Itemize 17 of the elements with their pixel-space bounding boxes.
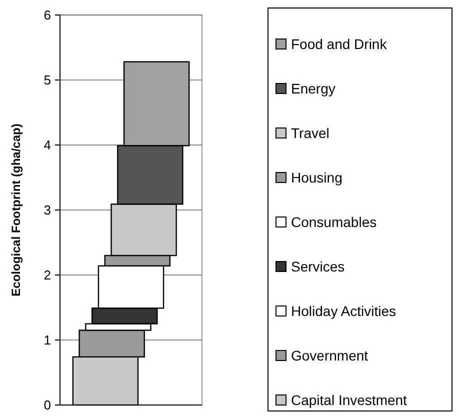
y-axis-title: Ecological Footprint (gha/cap) bbox=[9, 124, 23, 296]
y-tick-label: 3 bbox=[44, 202, 51, 218]
legend-label: Capital Investment bbox=[291, 392, 408, 408]
legend-label: Housing bbox=[291, 169, 342, 186]
legend-label: Government bbox=[291, 347, 368, 364]
legend-label: Consumables bbox=[291, 214, 377, 230]
legend-label: Holiday Activities bbox=[291, 302, 396, 319]
y-tick-label: 6 bbox=[44, 8, 51, 23]
legend-label: Food and Drink bbox=[291, 36, 388, 52]
y-tick-label: 4 bbox=[44, 138, 51, 153]
y-tick-label: 0 bbox=[44, 398, 51, 413]
y-tick-label: 1 bbox=[44, 332, 51, 348]
legend-label: Services bbox=[291, 258, 345, 274]
y-tick-label: 2 bbox=[44, 268, 51, 283]
legend-label: Travel bbox=[291, 124, 330, 141]
y-tick-label: 5 bbox=[44, 72, 51, 88]
legend-label: Energy bbox=[291, 80, 336, 96]
